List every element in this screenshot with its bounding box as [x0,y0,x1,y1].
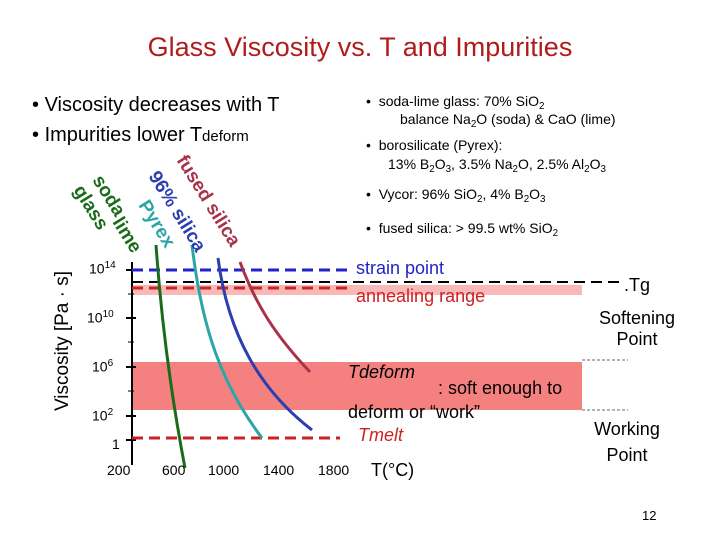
subscript: 2 [470,119,477,130]
subscript: 2 [429,164,435,175]
bullet-text: Viscosity decreases with T [44,94,280,116]
x-tick-label: 1800 [318,462,350,478]
label-lime: lime [108,214,146,257]
subscript: 2 [476,194,483,205]
bullet-soda-lime: • soda-lime glass: 70% SiO2 [366,93,544,112]
curve-pyrex [190,244,264,439]
bullet-borosilicate: • borosilicate (Pyrex): [366,137,502,153]
curve-soda-lime [154,244,187,469]
slide-title: Glass Viscosity vs. T and Impurities [147,32,573,62]
bullet-borosilicate-line2: 13% B2O3, 3.5% Na2O, 2.5% Al2O3 [388,156,606,175]
strain-point-label: strain point [356,258,445,278]
softening-band [132,285,582,295]
text: Vycor: 96% SiO [378,186,477,202]
text: O [589,156,601,172]
y-tick-label: 1 [112,436,120,452]
subscript: 2 [523,194,530,205]
x-tick-label: 200 [107,462,131,478]
tg-label: .Tg [624,275,651,295]
text: O [529,186,541,202]
bullet-fused-silica: • fused silica: > 99.5 wt% SiO2 [366,220,558,239]
subscript: 2 [584,164,590,175]
y-axis-label: Viscosity [Pa · s] [52,270,73,412]
bullet-subscript: deform [202,128,249,145]
tdeform-description: : soft enough to deform or “work” [348,378,563,422]
text: O (soda) & CaO (lime) [476,111,616,127]
bullet-text: Impurities lower T [44,124,203,146]
bullet-vycor: • Vycor: 96% SiO2, 4% B2O3 [366,186,545,205]
tdeform-label: Tdeform [348,362,415,383]
text: balance Na [400,111,471,127]
subscript: 3 [600,164,606,175]
subscript: 2 [512,164,518,175]
x-tick-label: 600 [162,462,186,478]
bullet-symbol: • [32,124,40,146]
bullet-symbol: • [366,93,371,109]
page-number: 12 [642,508,657,523]
deform-band [132,362,582,410]
bullet-soda-lime-line2: balance Na2O (soda) & CaO (lime) [400,111,616,130]
bullet-viscosity: • Viscosity decreases with T [32,94,280,117]
x-tick-label: 1400 [263,462,295,478]
y-tick-label: 1014 [89,260,116,277]
curve-fused-silica [238,261,312,374]
y-tick-label: 102 [92,407,114,424]
bullet-symbol: • [366,186,371,202]
text: O [434,156,446,172]
subscript: 3 [445,164,452,175]
y-tick-label: 106 [92,358,114,375]
text: , 3.5% Na [451,156,513,172]
working-point-label: Working Point [594,419,660,465]
bullet-symbol: • [32,94,40,116]
x-tick-label: 1000 [208,462,240,478]
text: fused silica: > 99.5 wt% SiO [378,220,553,236]
subscript: 3 [540,194,546,205]
subscript: 2 [552,228,559,239]
softening-point-label: Softening Point [598,308,676,349]
subscript: 2 [538,101,545,112]
bullet-symbol: • [366,220,371,236]
text: , 4% B [482,186,524,202]
bullet-impurities: • Impurities lower Tdeform [32,124,249,147]
y-tick-label: 1010 [87,309,114,326]
tmelt-label: Tmelt [358,425,403,445]
bullet-symbol: • [366,137,371,153]
text: O, 2.5% Al [517,156,585,172]
tdeform-main: Tdeform [348,362,416,382]
text: soda-lime glass: 70% SiO [378,93,539,109]
x-axis-label: T(°C) [371,460,415,480]
curve-96-silica [216,257,313,432]
text: 13% B [388,156,430,172]
y-minor-ticks [128,293,134,392]
text: borosilicate (Pyrex): [378,137,503,153]
annealing-range-label: annealing range [356,286,486,306]
